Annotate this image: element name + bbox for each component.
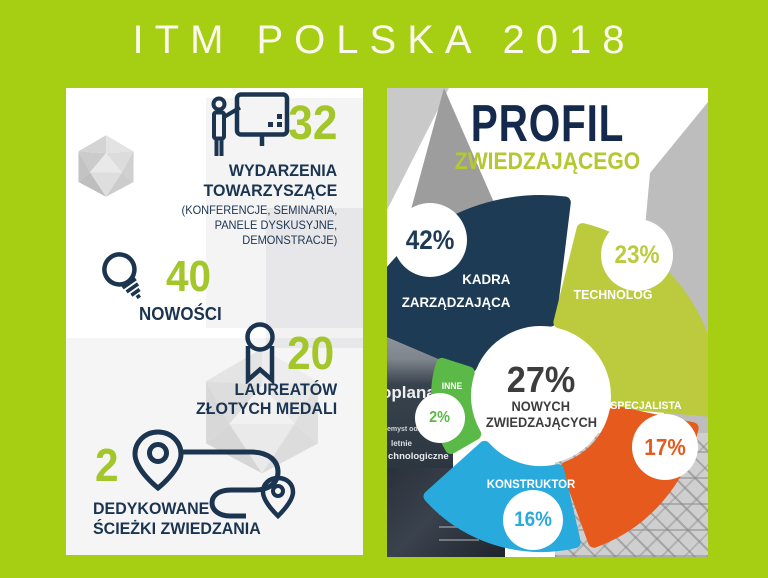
stats-panel: 32 WYDARZENIA TOWARZYSZĄCE (KONFERENCJE,…: [66, 88, 363, 555]
slice-label-line: ZARZĄDZAJĄCA: [401, 294, 510, 310]
route-icon: [128, 428, 356, 528]
center-stat-bubble: 27% NOWYCH ZWIEDZAJĄCYCH: [473, 328, 609, 464]
center-percent: 27%: [506, 359, 576, 400]
profile-title: PROFIL: [470, 95, 625, 153]
percent-value: 17%: [644, 433, 686, 460]
lightbulb-icon: [94, 248, 154, 310]
presentation-icon: [209, 92, 291, 162]
stat-sublabel: (KONFERENCJE, SEMINARIA,: [181, 203, 337, 217]
slice-label-kadra: KADRA ZARZĄDZAJĄCA: [401, 268, 510, 314]
faded-photo-blob: [266, 208, 363, 348]
slice-label-technolog: TECHNOLOG: [573, 287, 653, 302]
percent-value: 2%: [429, 409, 451, 426]
polyhedron-decoration: [78, 135, 134, 197]
stat-label: ŚCIEŻKI ZWIEDZANIA: [93, 519, 261, 538]
percent-badge-technolog: 23%: [601, 219, 673, 291]
photo-text-fragment: chnologiczne: [388, 451, 449, 462]
center-label-line: NOWYCH: [511, 399, 571, 414]
percent-value: 42%: [405, 224, 455, 255]
medal-icon: [240, 322, 280, 384]
percent-badge-inne: 2%: [415, 393, 465, 443]
stat-value: 32: [287, 97, 337, 150]
percent-badge-kadra: 42%: [393, 203, 467, 277]
center-label-line: ZWIEDZAJĄCYCH: [485, 415, 597, 430]
stat-value: 20: [286, 327, 334, 379]
photo-text-fragment: emyst od: [387, 426, 418, 433]
stat-value: 40: [166, 252, 212, 301]
slice-label-line: KADRA: [461, 271, 510, 287]
percent-badge-konstruktor: 16%: [503, 490, 563, 550]
slice-label-specjalista: SPECJALISTA: [610, 400, 682, 412]
stat-label: WYDARZENIA: [228, 161, 337, 180]
slice-label-inne: INNE: [441, 381, 463, 391]
stat-label: ZŁOTYCH MEDALI: [195, 399, 337, 418]
stat-value: 2: [95, 439, 119, 491]
slice-label-konstruktor: KONSTRUKTOR: [486, 477, 576, 491]
stat-label: NOWOŚCI: [139, 304, 222, 324]
stat-label: LAUREATÓW: [234, 380, 337, 399]
page-title: ITM POLSKA 2018: [132, 18, 636, 62]
percent-value: 23%: [614, 240, 660, 269]
percent-value: 16%: [514, 508, 552, 531]
percent-badge-specjalista: 17%: [632, 414, 698, 480]
profile-subtitle: ZWIEDZAJĄCEGO: [454, 148, 641, 175]
stat-label: TOWARZYSZĄCE: [203, 181, 337, 200]
photo-text-fragment: letnie: [391, 439, 412, 448]
stat-label: DEDYKOWANE: [93, 499, 210, 518]
visitor-profile-panel: oplana emyst od letnie chnologiczne PROF…: [387, 88, 708, 557]
stat-sublabel: PANELE DYSKUSYJNE,: [214, 218, 337, 232]
stat-sublabel: DEMONSTRACJE): [241, 233, 337, 247]
photo-text-fragment: oplana: [387, 383, 436, 402]
